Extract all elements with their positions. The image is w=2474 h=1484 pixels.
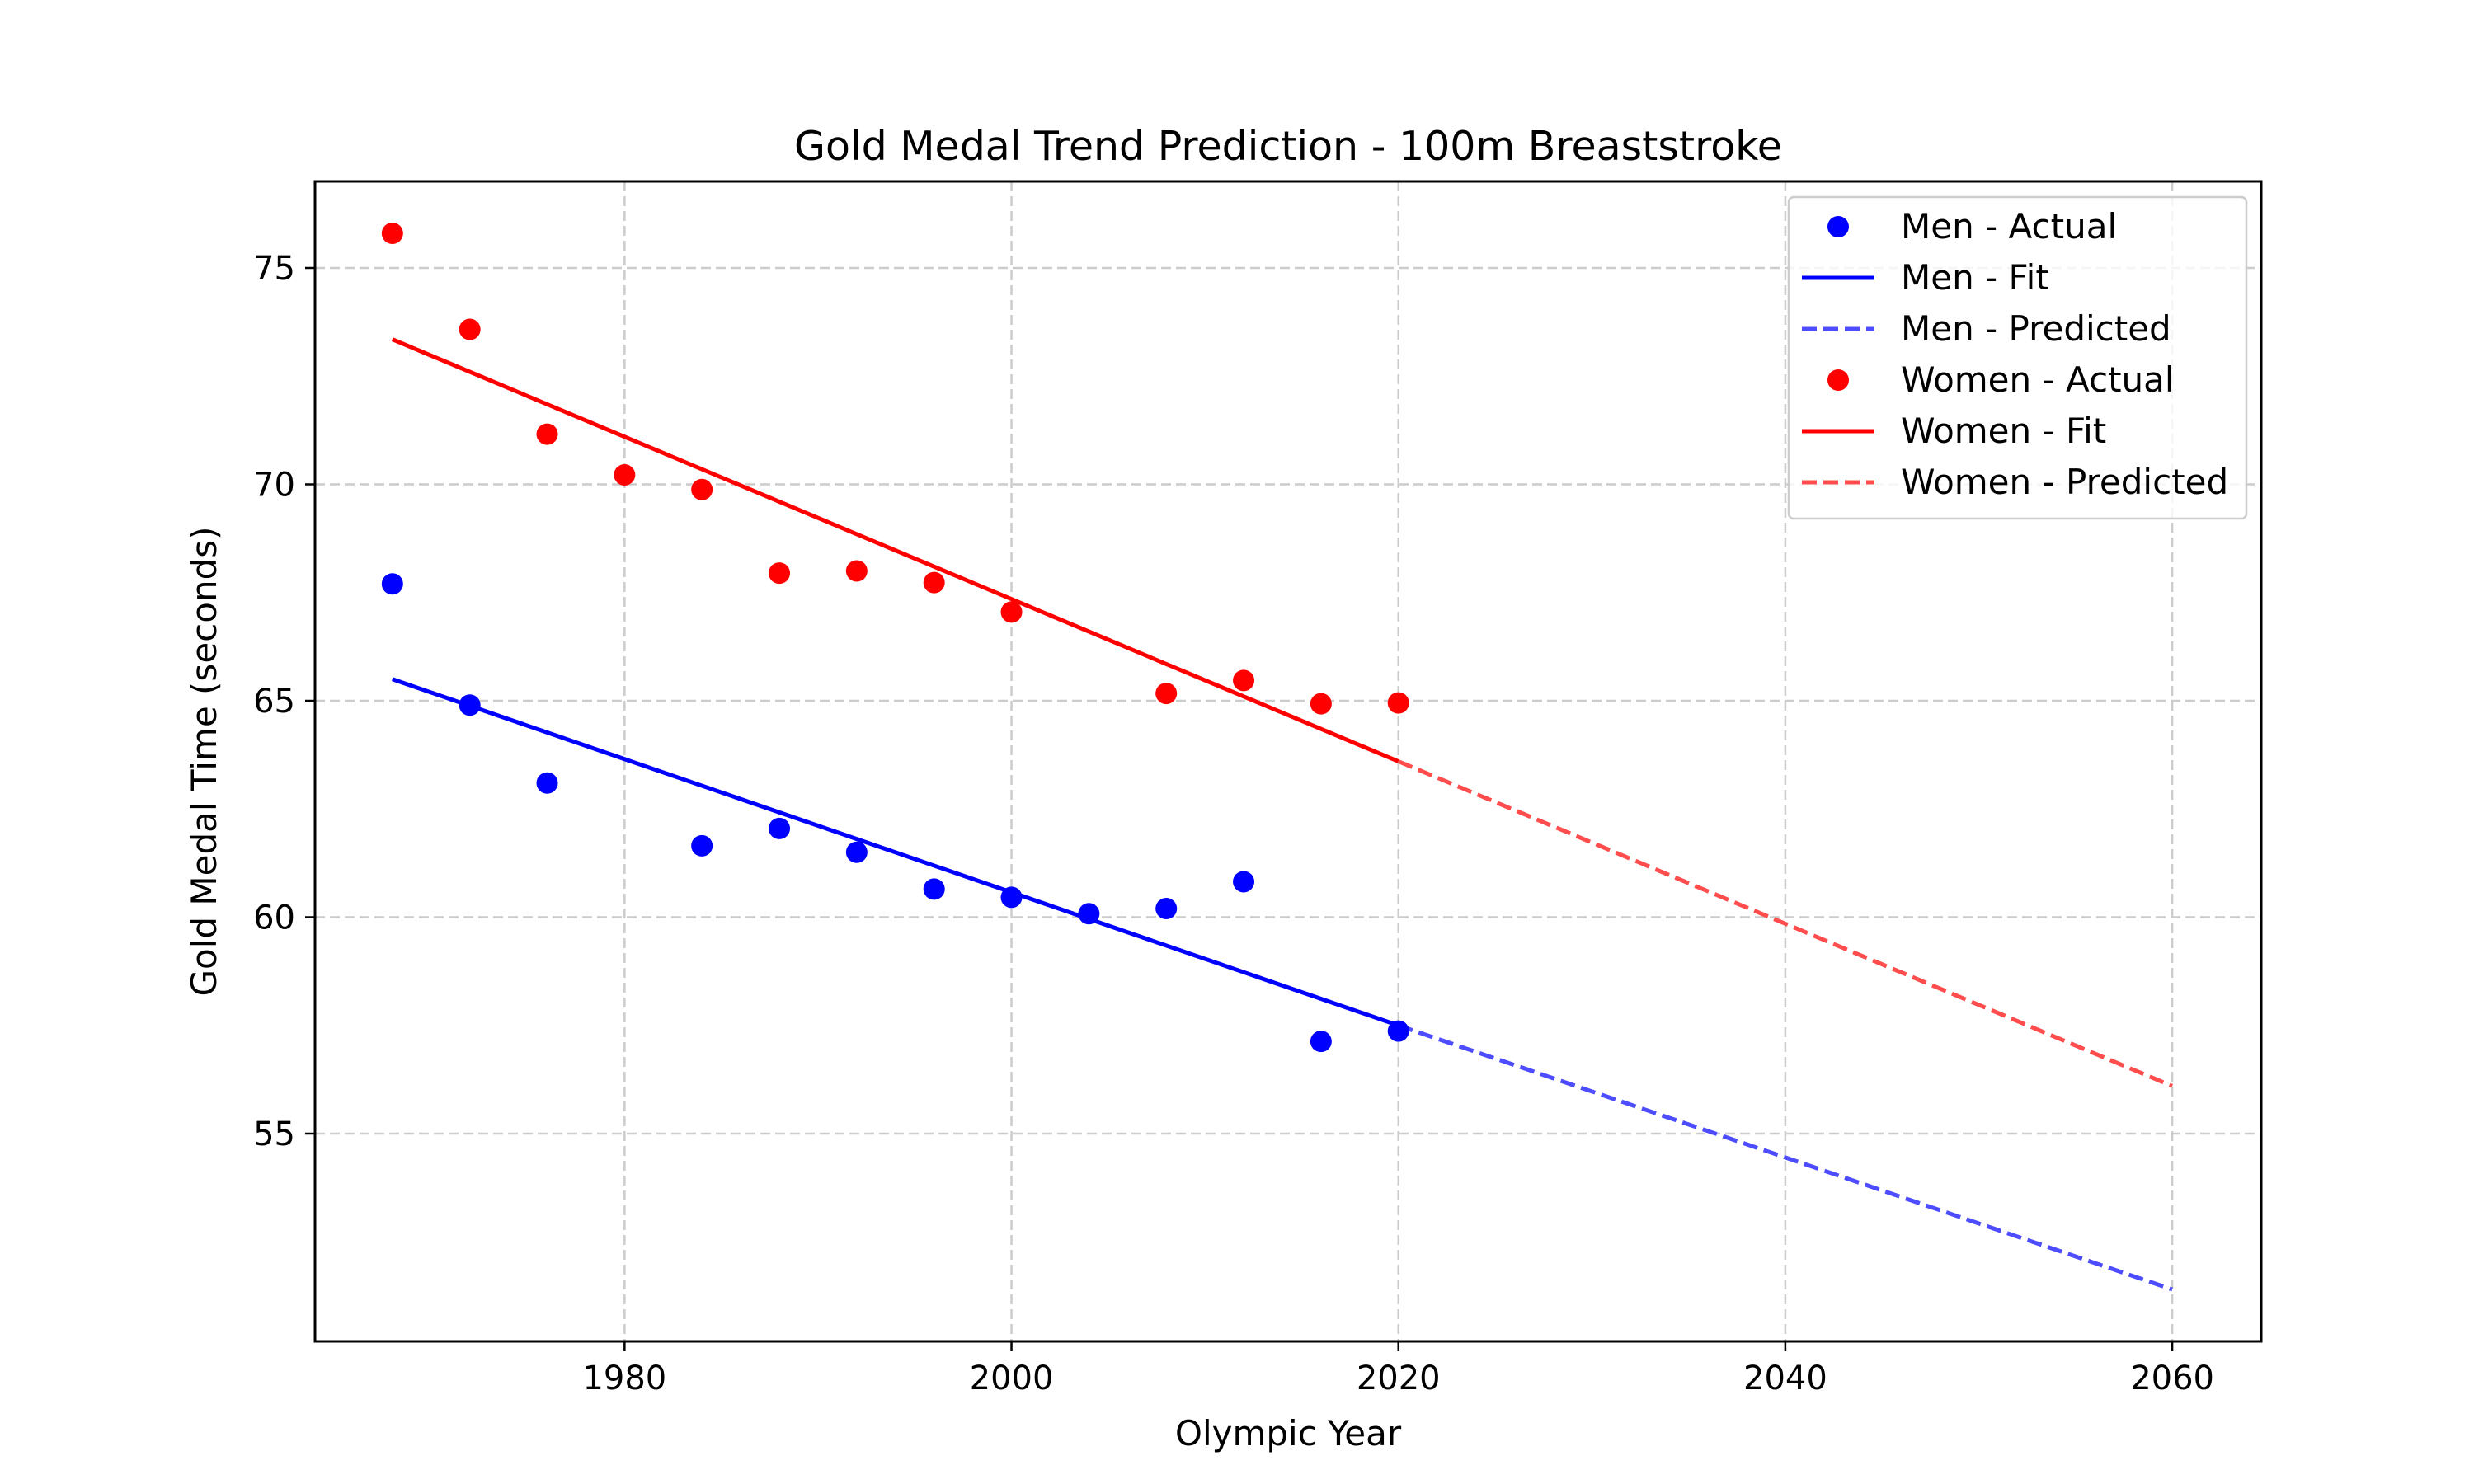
men-actual-point (769, 817, 791, 839)
x-tick-label: 2000 (970, 1360, 1054, 1397)
women-actual-point (1233, 669, 1255, 692)
men-actual-point (1310, 1031, 1332, 1053)
x-tick-label: 1980 (582, 1360, 666, 1397)
legend-entry: Women - Predicted (1802, 462, 2228, 502)
men-actual-point (1387, 1020, 1409, 1042)
y-tick-label: 55 (253, 1115, 295, 1153)
y-tick-label: 65 (253, 683, 295, 721)
women-actual-point (381, 223, 403, 244)
men-actual-point (381, 573, 403, 595)
women-actual-point (769, 562, 791, 585)
women-predicted-line (1397, 759, 2174, 1088)
men-actual-point (845, 841, 868, 863)
x-tick-label: 2060 (2130, 1360, 2214, 1397)
women-actual-point (1155, 683, 1178, 705)
y-tick-label: 60 (253, 899, 295, 937)
legend-entry: Men - Fit (1802, 257, 2049, 298)
legend-entry: Women - Actual (1827, 359, 2175, 400)
y-tick-label: 75 (253, 250, 295, 288)
legend-label: Men - Fit (1901, 257, 2049, 298)
legend-label: Women - Fit (1901, 411, 2106, 451)
x-tick-label: 2020 (1357, 1360, 1441, 1397)
plot-frame (313, 180, 2263, 1343)
legend-label: Men - Predicted (1901, 308, 2171, 349)
men-actual-point (1233, 871, 1255, 893)
women-actual-point (536, 423, 558, 445)
axis-ticks: 1980 2000 2020 2040 2060 55 60 65 70 75 (253, 250, 2214, 1397)
women-actual-point (923, 571, 945, 594)
legend-entry: Women - Fit (1802, 411, 2106, 451)
legend-label: Women - Predicted (1901, 462, 2228, 502)
x-tick-label: 2040 (1743, 1360, 1827, 1397)
chart-title: Gold Medal Trend Prediction - 100m Breas… (794, 123, 1782, 170)
legend: Men - Actual Men - Fit Men - Predicted Wome… (1787, 195, 2248, 520)
women-actual-point (1310, 693, 1332, 715)
legend-marker (1827, 216, 1849, 237)
legend-marker (1827, 369, 1849, 391)
women-actual-point (691, 478, 713, 500)
men-actual-point (1155, 898, 1178, 919)
men-actual-point (691, 834, 713, 857)
women-actual-point (459, 318, 481, 340)
men-actual-point (1078, 903, 1100, 925)
plot-series (381, 223, 2174, 1292)
women-actual-point (1000, 601, 1023, 623)
legend-label: Men - Actual (1901, 206, 2117, 247)
men-actual-point (536, 772, 558, 794)
y-axis-label: Gold Medal Time (seconds) (184, 527, 224, 997)
legend-entry: Men - Predicted (1802, 308, 2171, 349)
men-predicted-line (1397, 1023, 2173, 1292)
men-actual-point (923, 878, 945, 900)
women-actual-point (614, 463, 636, 486)
legend-box (1787, 195, 2248, 520)
women-actual-point (1387, 692, 1409, 714)
x-axis-label: Olympic Year (1175, 1413, 1402, 1453)
men-fit-line (391, 677, 1399, 1028)
legend-label: Women - Actual (1901, 359, 2175, 400)
women-actual-point (845, 560, 868, 582)
men-actual-point (1000, 886, 1023, 909)
men-actual-point (459, 694, 481, 716)
legend-entry: Men - Actual (1827, 206, 2117, 247)
women-fit-line (391, 337, 1399, 763)
y-tick-label: 70 (253, 467, 295, 505)
